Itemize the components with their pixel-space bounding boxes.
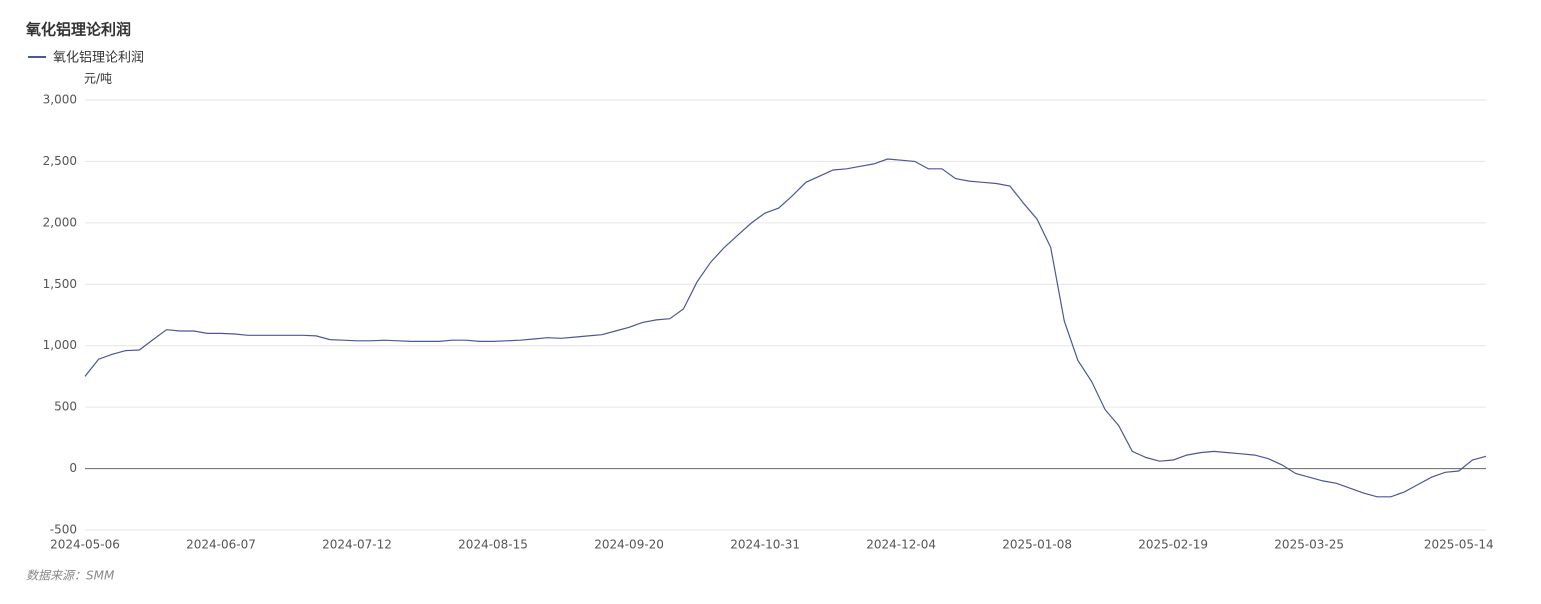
x-tick-label: 2024-10-31 [730, 538, 800, 552]
x-tick-label: 2024-09-20 [594, 538, 664, 552]
y-tick-label: 3,000 [43, 93, 77, 107]
x-tick-label: 2025-05-14 [1424, 538, 1494, 552]
source: 数据来源：SMM [26, 569, 115, 583]
x-tick-label: 2024-05-06 [50, 538, 120, 552]
x-tick-label: 2025-03-25 [1274, 538, 1344, 552]
line-series [84, 158, 1487, 498]
legend-label[interactable]: 氧化铝理论利润 [53, 51, 144, 66]
x-tick-label: 2024-07-12 [322, 538, 392, 552]
x-tick-label: 2024-12-04 [866, 538, 936, 552]
y-tick-label: 2,500 [43, 154, 77, 168]
y-tick-label: 1,500 [43, 277, 77, 291]
y-unit: 元/吨 [84, 72, 112, 86]
y-tick-label: 1,000 [43, 338, 77, 352]
y-tick-label: 0 [69, 461, 77, 475]
x-tick-label: 2024-06-07 [186, 538, 256, 552]
x-tick-label: 2024-08-15 [458, 538, 528, 552]
chart-title: 氧化铝理论利润 [25, 21, 131, 39]
y-tick-label: 500 [54, 400, 77, 414]
y-tick-label: 2,000 [43, 215, 77, 229]
x-tick-label: 2025-02-19 [1138, 538, 1208, 552]
x-tick-label: 2025-01-08 [1002, 538, 1072, 552]
y-tick-label: -500 [50, 523, 77, 537]
